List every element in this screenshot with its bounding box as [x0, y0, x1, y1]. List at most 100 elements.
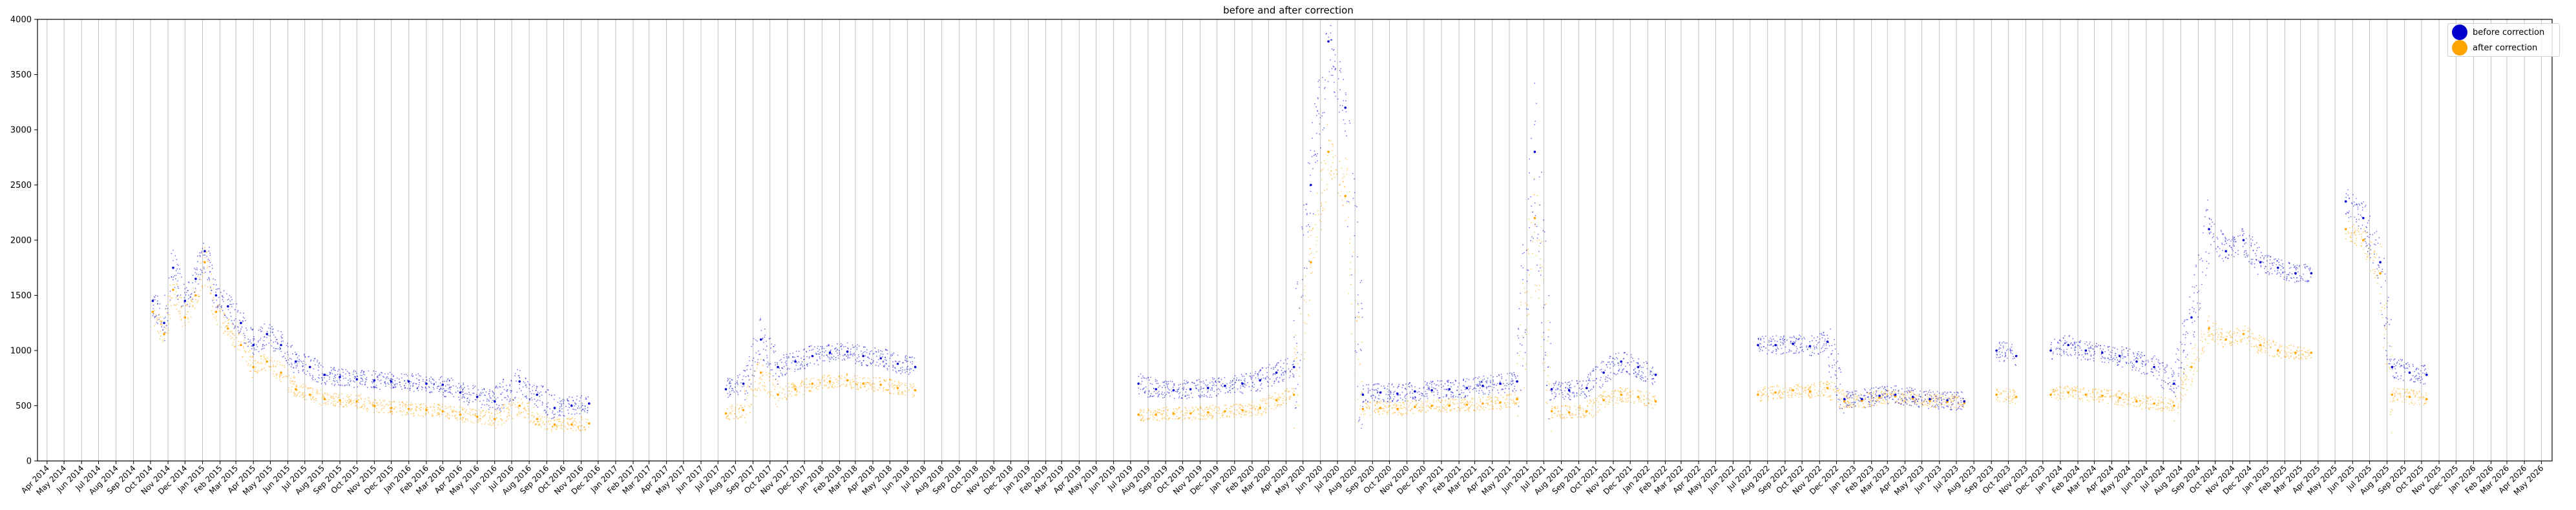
scatter-dot — [211, 273, 212, 275]
scatter-dot — [1233, 409, 1235, 411]
scatter-dot — [1140, 415, 1142, 416]
scatter-dot — [1274, 392, 1276, 394]
scatter-dot — [1286, 403, 1288, 404]
scatter-dot — [1182, 414, 1184, 416]
scatter-dot — [372, 382, 373, 384]
scatter-dot — [162, 329, 164, 331]
scatter-dot — [1575, 414, 1576, 416]
scatter-dot — [1489, 396, 1491, 397]
scatter-dot — [2409, 403, 2410, 405]
scatter-dot — [844, 385, 846, 387]
scatter-dot — [1472, 398, 1474, 400]
scatter-dot — [1472, 402, 1474, 403]
scatter-dot — [2133, 396, 2135, 398]
scatter-dot — [1820, 391, 1822, 393]
scatter-dot — [1934, 394, 1936, 396]
scatter-dot — [1321, 229, 1323, 230]
scatter-dot — [2150, 400, 2152, 401]
scatter-dot — [395, 383, 397, 385]
scatter-dot — [411, 403, 413, 405]
scatter-dot — [2119, 400, 2121, 402]
scatter-dot — [1162, 416, 1164, 418]
scatter-dot — [173, 284, 175, 285]
scatter-dot — [1346, 174, 1348, 175]
scatter-dot — [372, 374, 373, 376]
scatter-dot — [576, 426, 578, 427]
scatter-dot — [1308, 315, 1310, 316]
scatter-dot — [1561, 414, 1563, 416]
scatter-dot — [2407, 395, 2409, 397]
scatter-dot — [230, 316, 232, 317]
scatter-dot — [1892, 393, 1894, 395]
scatter-dot — [173, 276, 174, 278]
scatter-dot — [311, 399, 313, 401]
scatter-dot — [1348, 292, 1350, 294]
scatter-dot — [223, 332, 224, 334]
scatter-dot — [157, 331, 159, 332]
scatter-dot — [2400, 395, 2402, 396]
scatter-dot — [154, 299, 156, 301]
scatter-dot — [324, 396, 325, 398]
scatter-dot — [1327, 168, 1329, 170]
scatter-dot — [733, 418, 735, 420]
scatter-dot — [542, 421, 544, 422]
scatter-dot — [326, 374, 328, 376]
scatter-dot — [331, 383, 333, 385]
scatter-dot — [224, 314, 225, 316]
scatter-dot — [2299, 358, 2301, 360]
scatter-dot — [2374, 277, 2376, 279]
scatter-dot — [832, 384, 833, 386]
scatter-dot — [1597, 406, 1599, 408]
scatter-dot — [1377, 411, 1379, 412]
scatter-dot — [364, 398, 366, 400]
scatter-dot — [1268, 402, 1269, 404]
scatter-dot — [286, 351, 288, 353]
scatter-dot — [488, 420, 490, 422]
scatter-dot — [273, 328, 274, 330]
scatter-dot — [2068, 394, 2070, 395]
scatter-dot — [1952, 401, 1954, 403]
scatter-dot — [1914, 394, 1916, 396]
scatter-dot — [396, 411, 397, 413]
scatter-dot — [222, 299, 224, 301]
scatter-dot — [1567, 405, 1568, 407]
scatter-dot — [315, 378, 316, 380]
scatter-dot — [163, 332, 165, 333]
scatter-dot — [2157, 409, 2159, 411]
scatter-dot — [264, 323, 266, 325]
scatter-dot — [317, 376, 319, 378]
scatter-dot — [1394, 404, 1395, 406]
scatter-dot — [454, 416, 456, 418]
scatter-dot — [1829, 396, 1831, 398]
scatter-dot — [491, 424, 492, 426]
scatter-dot — [334, 383, 336, 385]
scatter-dot — [1513, 400, 1514, 402]
scatter-dot — [250, 370, 252, 372]
scatter-dot — [1383, 403, 1385, 405]
scatter-dot — [1781, 396, 1783, 398]
scatter-dot — [1317, 214, 1319, 216]
scatter-dot — [1779, 396, 1781, 398]
scatter-dot — [370, 403, 372, 405]
scatter-dot — [326, 393, 328, 394]
scatter-dot — [393, 406, 395, 408]
scatter-dot — [1184, 417, 1186, 419]
scatter-dot — [1820, 395, 1822, 397]
scatter-dot — [740, 405, 741, 407]
scatter-dot — [1365, 413, 1367, 415]
scatter-dot — [503, 411, 505, 413]
scatter-dot — [311, 391, 313, 393]
scatter-dot — [2108, 389, 2110, 391]
scatter-dot — [1485, 400, 1487, 401]
scatter-dot — [305, 387, 307, 388]
scatter-dot — [290, 389, 292, 391]
scatter-dot — [1336, 173, 1338, 175]
scatter-dot — [1951, 397, 1953, 399]
scatter-dot — [527, 408, 529, 410]
scatter-dot — [291, 345, 293, 346]
scatter-dot — [1772, 393, 1774, 395]
scatter-dot — [209, 271, 211, 273]
scatter-dot — [792, 387, 794, 388]
scatter-dot — [434, 407, 435, 408]
scatter-dot — [906, 387, 908, 389]
